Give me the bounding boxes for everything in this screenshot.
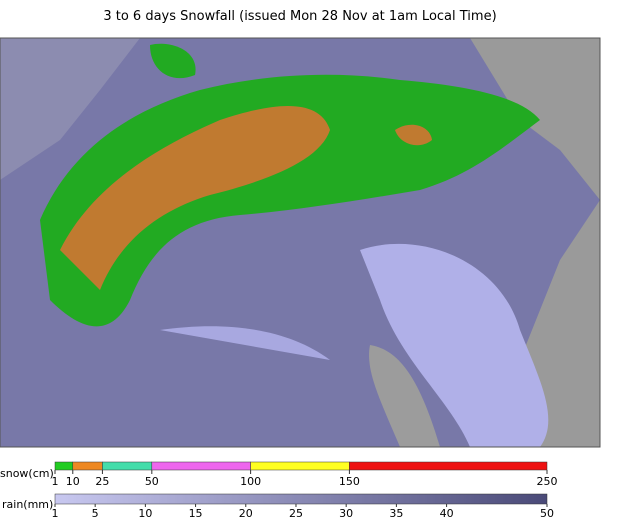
rain-legend-label: rain(mm) (2, 498, 53, 511)
legend: snow(cm) rain(mm) (0, 467, 54, 511)
snow-color-band (72, 461, 103, 471)
map-title: 3 to 6 days Snowfall (issued Mon 28 Nov … (103, 9, 496, 24)
snow-color-band (349, 461, 548, 471)
snow-tick-label: 25 (95, 475, 109, 488)
rain-tick-label: 30 (339, 507, 353, 520)
rain-tick-label: 25 (289, 507, 303, 520)
rain-tick-label: 15 (189, 507, 203, 520)
rain-tick-label: 35 (389, 507, 403, 520)
snow-color-band (102, 461, 153, 471)
rain-color-bar (54, 493, 548, 505)
rain-tick-label: 20 (239, 507, 253, 520)
snow-color-band (250, 461, 350, 471)
snow-color-band (151, 461, 251, 471)
rain-tick-label: 50 (540, 507, 554, 520)
rain-tick-label: 40 (440, 507, 454, 520)
rain-tick-label: 1 (52, 507, 59, 520)
snow-color-band (54, 461, 74, 471)
snow-tick-label: 1 (52, 475, 59, 488)
snow-legend-label: snow(cm) (0, 467, 54, 480)
rain-tick-label: 10 (138, 507, 152, 520)
snow-tick-label: 50 (145, 475, 159, 488)
rain-tick-label: 5 (92, 507, 99, 520)
map (0, 37, 601, 448)
snow-tick-label: 150 (339, 475, 360, 488)
snow-tick-label: 10 (66, 475, 80, 488)
snow-tick-label: 250 (537, 475, 558, 488)
snow-tick-label: 100 (240, 475, 261, 488)
